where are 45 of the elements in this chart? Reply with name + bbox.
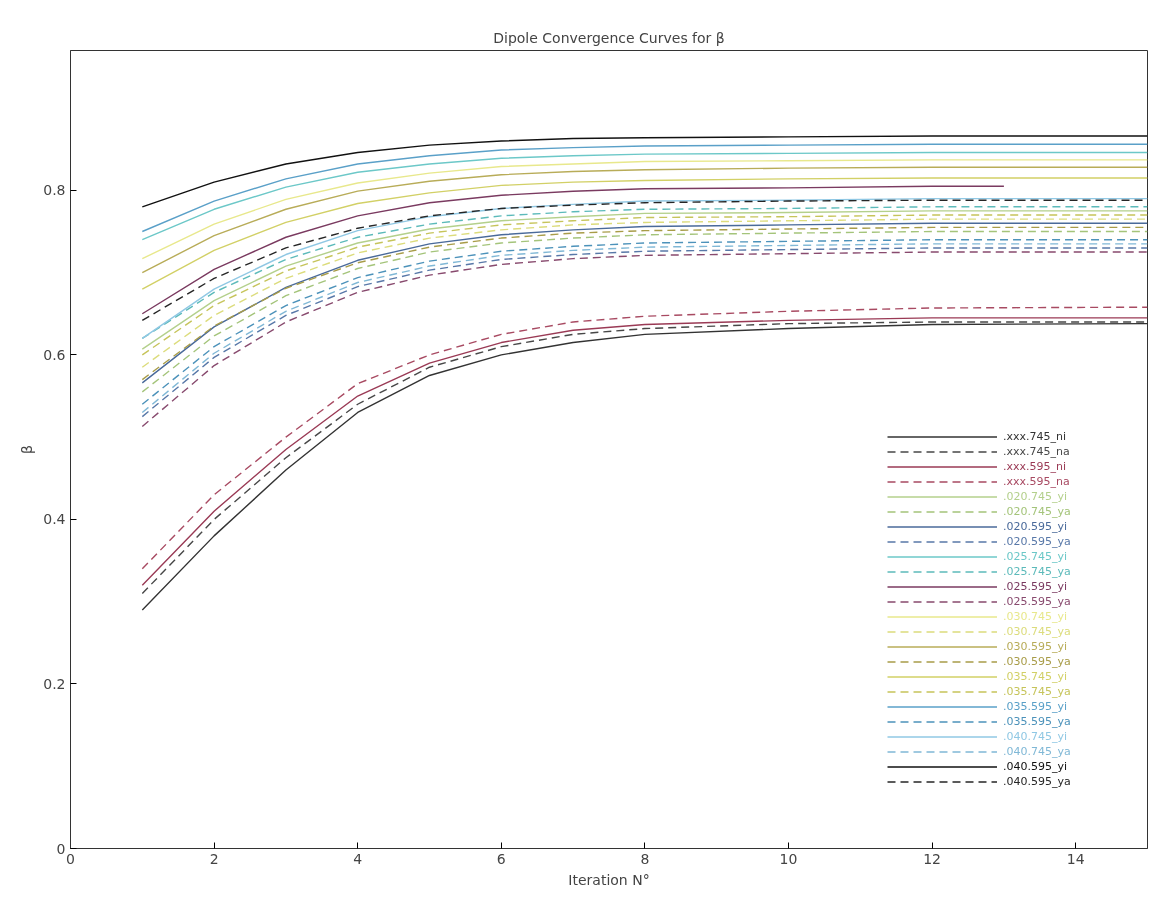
text: .xxx.745_na (1003, 445, 1070, 458)
line-series (141, 143, 1148, 233)
text: .020.595_ya (1003, 535, 1071, 548)
text: .025.595_ya (1003, 595, 1071, 608)
text: .035.745_ya (1003, 685, 1071, 698)
y-tick-label: 0.6 (43, 346, 66, 363)
text: .040.595_yi (1003, 760, 1068, 773)
text: .035.745_yi (1003, 670, 1068, 683)
text: .030.745_yi (1003, 610, 1068, 623)
text: .020.745_yi (1003, 490, 1068, 503)
text: .020.595_yi (1003, 520, 1068, 533)
text: .030.595_yi (1003, 640, 1068, 653)
line-series (141, 135, 1148, 208)
x-tick-label: 6 (496, 850, 506, 867)
y-tick-label: 0.8 (43, 182, 66, 199)
text: .040.745_ya (1003, 745, 1071, 758)
text: .035.595_ya (1003, 715, 1071, 728)
y-axis-title: β (19, 445, 36, 454)
x-tick-label: 12 (923, 850, 942, 867)
line-series (141, 177, 1148, 290)
text: .030.595_ya (1003, 655, 1071, 668)
line-series (141, 185, 1005, 315)
chart-title: Dipole Convergence Curves for β (493, 29, 725, 46)
text: .xxx.595_na (1003, 475, 1070, 488)
text: .025.745_yi (1003, 550, 1068, 563)
text: .020.745_ya (1003, 505, 1071, 518)
line-series (141, 151, 1148, 241)
x-tick-label: 4 (353, 850, 363, 867)
x-tick-label: 8 (640, 850, 650, 867)
text: .040.745_yi (1003, 730, 1068, 743)
line-series (141, 159, 1148, 260)
text: .025.595_yi (1003, 580, 1068, 593)
x-axis-title: Iteration N° (568, 871, 650, 888)
x-tick-label: 2 (209, 850, 219, 867)
y-tick-label: 0.2 (43, 675, 66, 692)
text: .025.745_ya (1003, 565, 1071, 578)
x-tick-label: 14 (1066, 850, 1085, 867)
text: .xxx.595_ni (1003, 460, 1067, 473)
text: .040.595_ya (1003, 775, 1071, 788)
x-tick-label: 10 (779, 850, 798, 867)
y-tick-label: 0.4 (43, 511, 66, 528)
line-series (141, 166, 1148, 274)
text: .xxx.745_ni (1003, 430, 1067, 443)
text: .035.595_yi (1003, 700, 1068, 713)
text: .030.745_ya (1003, 625, 1071, 638)
